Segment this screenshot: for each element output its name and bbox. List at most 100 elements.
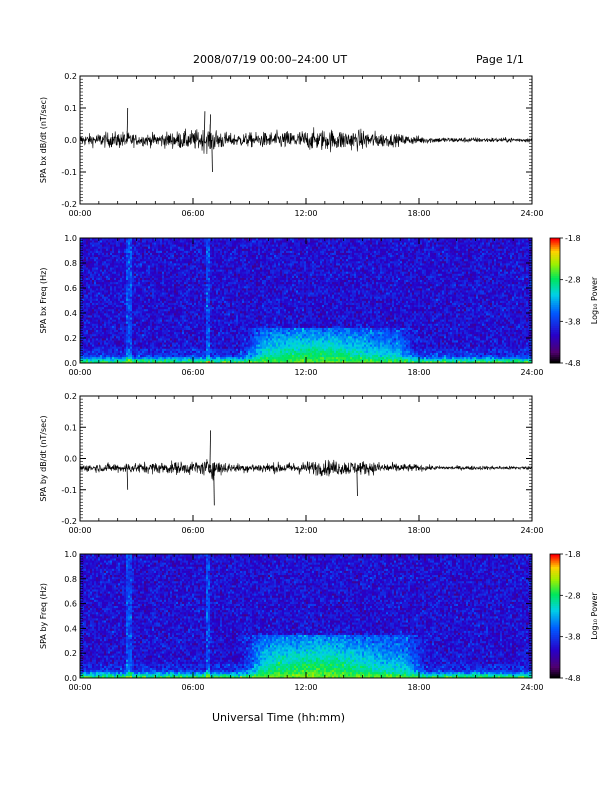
heat-cell — [130, 325, 133, 328]
heat-cell — [196, 360, 199, 364]
heat-cell — [144, 323, 147, 326]
heat-cell — [184, 283, 187, 287]
heat-cell — [232, 298, 235, 301]
heat-cell — [104, 275, 107, 278]
heat-cell — [128, 269, 131, 272]
heat-cell — [150, 331, 153, 335]
heat-cell — [208, 258, 211, 262]
heat-cell — [100, 288, 103, 291]
heat-cell — [86, 294, 89, 297]
heat-cell — [208, 323, 211, 326]
heat-cell — [154, 240, 157, 243]
heat-cell — [204, 277, 207, 281]
heat-cell — [84, 273, 87, 276]
heat-cell — [200, 306, 203, 310]
heat-cell — [116, 267, 119, 270]
heat-cell — [174, 252, 177, 256]
heat-cell — [122, 360, 125, 364]
heat-cell — [116, 258, 119, 262]
heat-cell — [132, 325, 135, 328]
heat-cell — [102, 308, 105, 312]
heat-cell — [196, 292, 199, 295]
heat-cell — [102, 352, 105, 356]
heat-cell — [90, 352, 93, 356]
heat-cell — [148, 302, 151, 306]
heat-cell — [112, 269, 115, 272]
heat-cell — [186, 260, 189, 264]
heat-cell — [178, 329, 181, 333]
heat-cell — [102, 306, 105, 310]
heat-cell — [166, 290, 169, 293]
heat-cell — [96, 273, 99, 276]
heat-cell — [152, 294, 155, 297]
heat-cell — [148, 240, 151, 243]
heat-cell — [234, 315, 237, 318]
heat-cell — [222, 269, 225, 272]
heat-cell — [148, 288, 151, 291]
heat-cell — [214, 298, 217, 301]
heat-cell — [82, 277, 85, 281]
heat-cell — [160, 358, 163, 362]
heat-cell — [160, 244, 163, 247]
heat-cell — [118, 271, 121, 274]
heat-cell — [172, 350, 175, 353]
heat-cell — [138, 308, 141, 312]
heat-cell — [100, 248, 103, 251]
heat-cell — [148, 269, 151, 272]
heat-cell — [184, 310, 187, 314]
heat-cell — [172, 308, 175, 312]
heat-cell — [206, 348, 209, 351]
heat-cell — [178, 360, 181, 364]
heat-cell — [198, 327, 201, 331]
heat-cell — [94, 329, 97, 333]
heat-cell — [98, 331, 101, 335]
heat-cell — [206, 256, 209, 260]
heat-cell — [152, 258, 155, 262]
heat-cell — [168, 323, 171, 326]
heat-cell — [134, 283, 137, 287]
heat-cell — [148, 275, 151, 278]
heat-cell — [132, 360, 135, 364]
heat-cell — [156, 321, 159, 324]
heat-cell — [234, 325, 237, 328]
heat-cell — [200, 346, 203, 349]
heat-cell — [204, 358, 207, 362]
heat-cell — [192, 319, 195, 322]
heat-cell — [146, 288, 149, 291]
heat-cell — [172, 335, 175, 339]
heat-cell — [126, 304, 129, 308]
heat-cell — [172, 300, 175, 303]
heat-cell — [202, 304, 205, 308]
heat-cell — [180, 244, 183, 247]
heat-cell — [110, 294, 113, 297]
heat-cell — [156, 279, 159, 283]
heat-cell — [236, 310, 239, 314]
heat-cell — [86, 242, 89, 245]
heat-cell — [86, 298, 89, 301]
heat-cell — [204, 344, 207, 347]
heat-cell — [202, 267, 205, 270]
heat-cell — [150, 323, 153, 326]
heat-cell — [142, 321, 145, 324]
heat-cell — [200, 310, 203, 314]
heat-cell — [114, 329, 117, 333]
heat-cell — [202, 354, 205, 358]
heat-cell — [96, 277, 99, 281]
heat-cell — [236, 256, 239, 260]
heat-cell — [110, 256, 113, 260]
heat-cell — [122, 333, 125, 337]
heat-cell — [138, 238, 141, 241]
heat-cell — [132, 288, 135, 291]
heat-cell — [184, 292, 187, 295]
heat-cell — [186, 267, 189, 270]
heat-cell — [126, 329, 129, 333]
heat-cell — [166, 265, 169, 268]
heat-cell — [230, 358, 233, 362]
heat-cell — [224, 265, 227, 268]
heat-cell — [116, 269, 119, 272]
heat-cell — [84, 242, 87, 245]
heat-cell — [164, 288, 167, 291]
heat-cell — [186, 246, 189, 249]
heat-cell — [236, 240, 239, 243]
heat-cell — [120, 242, 123, 245]
